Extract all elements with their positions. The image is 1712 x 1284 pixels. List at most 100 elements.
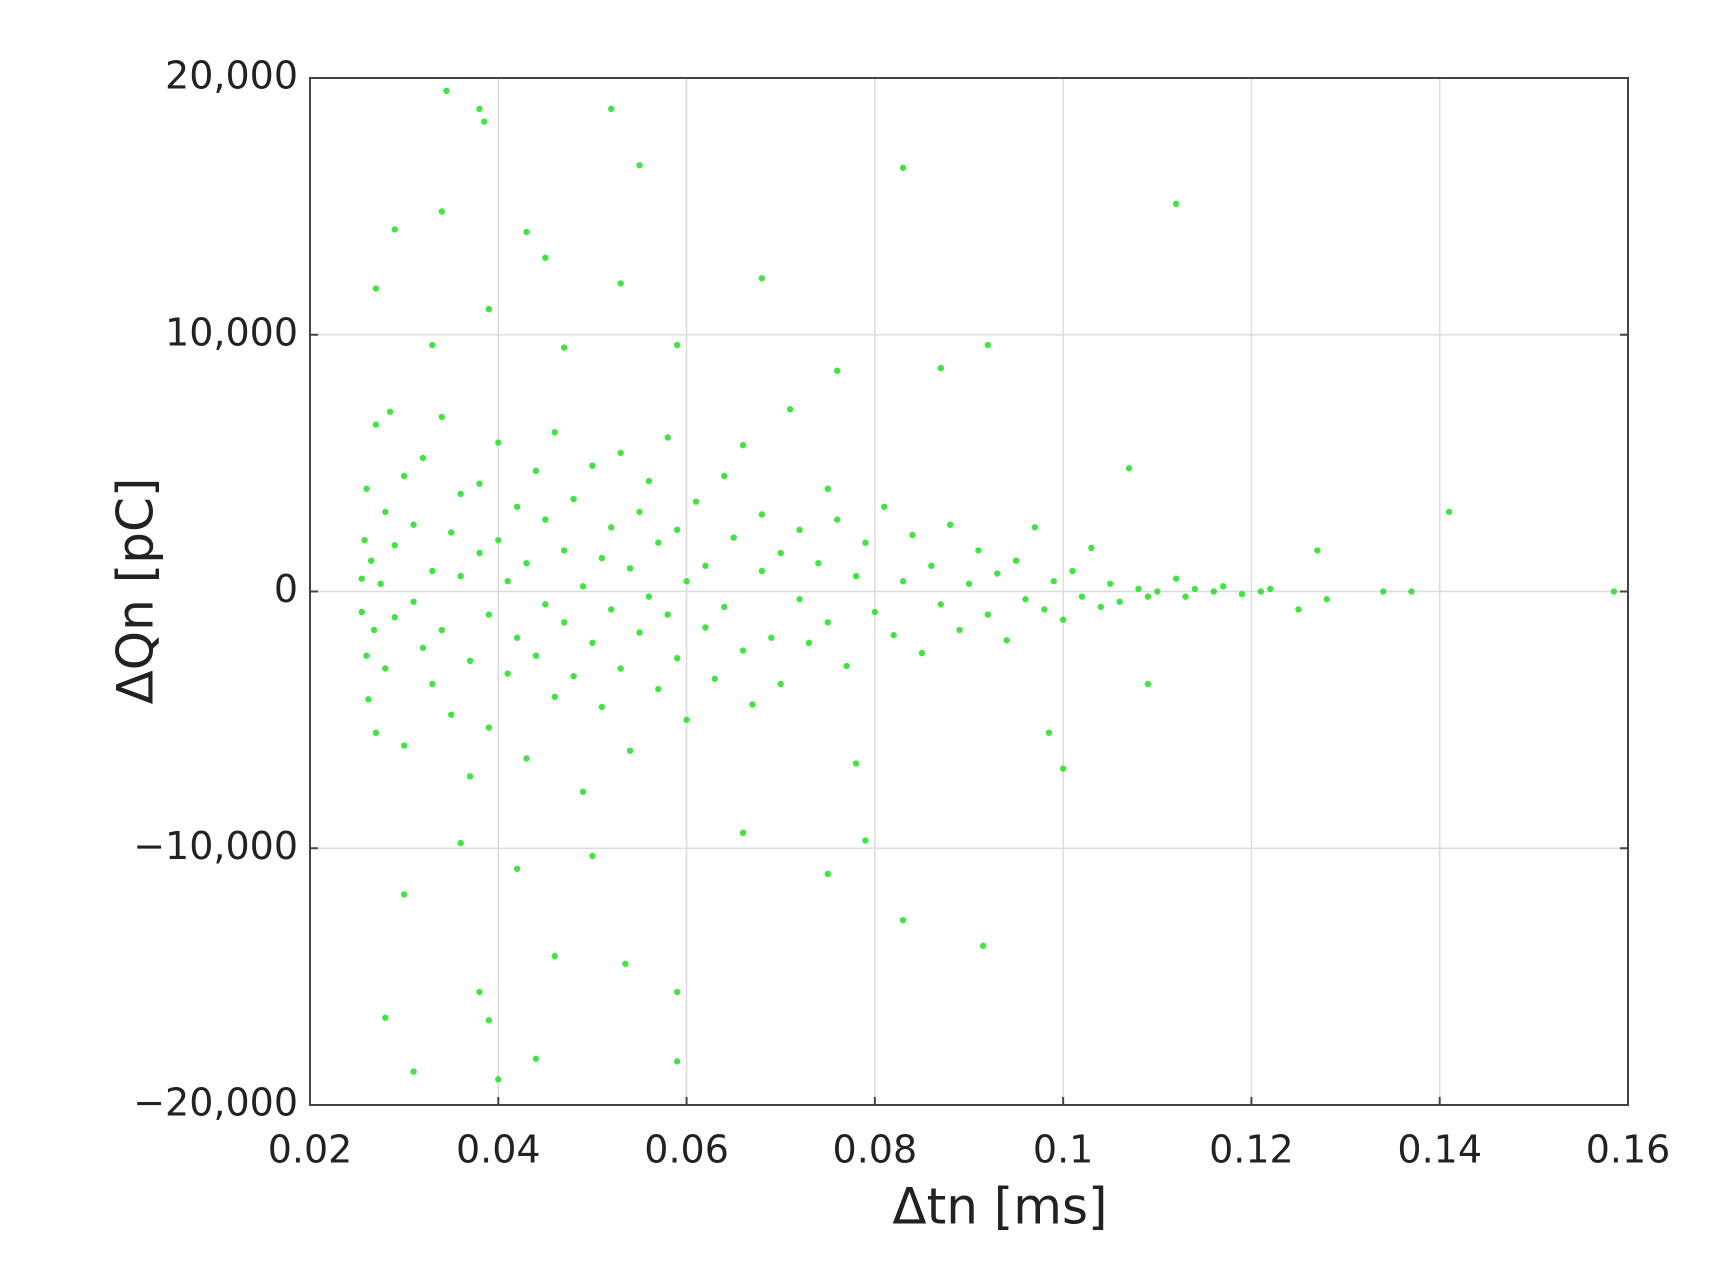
point	[457, 572, 464, 580]
point	[899, 916, 907, 924]
point	[358, 608, 365, 616]
point	[655, 685, 662, 693]
point	[513, 503, 521, 510]
point	[476, 549, 483, 557]
x-axis-title: Δtn [ms]	[892, 1178, 1107, 1236]
point	[702, 624, 709, 631]
point	[598, 703, 606, 711]
point	[852, 572, 860, 580]
point	[1144, 593, 1152, 600]
point	[1031, 524, 1039, 531]
point	[495, 439, 502, 446]
point	[946, 521, 954, 528]
point	[1380, 588, 1387, 595]
point	[391, 226, 398, 233]
point	[673, 655, 681, 662]
point	[626, 565, 634, 572]
point	[372, 285, 380, 292]
ticks: 0.02 0.04 0.06 0.08 0.1 0.12 0.14 0.16 −20,000 −1…	[133, 54, 1670, 1172]
point	[796, 526, 803, 534]
point	[1135, 585, 1142, 593]
point	[1097, 603, 1105, 611]
point	[673, 988, 681, 996]
point	[1610, 588, 1618, 595]
point	[1116, 598, 1123, 605]
point	[372, 729, 380, 736]
point	[429, 567, 436, 575]
point	[730, 534, 737, 541]
point	[824, 619, 831, 626]
point	[608, 524, 615, 531]
point	[645, 593, 653, 600]
point	[485, 724, 493, 731]
point	[1059, 765, 1067, 772]
point	[1210, 588, 1217, 595]
point	[1078, 593, 1086, 600]
point	[777, 549, 784, 557]
point	[1050, 578, 1057, 585]
x-tick-label: 0.06	[644, 1128, 729, 1172]
point	[692, 498, 700, 505]
y-tick-label: −10,000	[133, 824, 298, 868]
point	[1314, 547, 1321, 554]
point	[485, 1017, 493, 1024]
x-tick-label: 0.16	[1586, 1128, 1671, 1172]
point	[852, 760, 860, 767]
point	[890, 631, 897, 639]
point	[909, 531, 916, 539]
point	[523, 228, 530, 236]
point	[1088, 544, 1095, 552]
point	[965, 580, 973, 587]
point	[1172, 200, 1180, 208]
point	[834, 516, 841, 523]
point	[956, 626, 963, 634]
point	[1003, 637, 1010, 644]
point	[1445, 508, 1453, 516]
y-tick-label: 20,000	[165, 54, 298, 98]
x-tick-label: 0.02	[268, 1128, 353, 1172]
point	[749, 701, 756, 708]
point	[523, 560, 530, 567]
point	[1257, 588, 1265, 595]
point	[523, 755, 530, 762]
point	[881, 503, 888, 510]
point	[476, 105, 483, 113]
point	[1069, 567, 1076, 575]
point	[899, 578, 907, 585]
point	[410, 521, 417, 528]
point	[636, 162, 643, 169]
point	[608, 105, 615, 113]
x-tick-label: 0.04	[456, 1128, 541, 1172]
point	[617, 665, 624, 672]
point	[664, 434, 671, 441]
point	[655, 539, 662, 546]
point	[683, 716, 690, 724]
point	[1144, 680, 1152, 688]
point	[721, 472, 728, 480]
point	[504, 578, 511, 585]
point	[673, 1058, 681, 1065]
points	[358, 87, 1618, 1083]
point	[429, 341, 436, 349]
point	[1045, 729, 1053, 736]
point	[513, 634, 521, 641]
point	[377, 580, 384, 587]
point	[683, 578, 690, 585]
x-tick-label: 0.1	[1033, 1128, 1093, 1172]
point	[937, 601, 944, 608]
point	[984, 611, 992, 618]
point	[466, 657, 474, 665]
point	[1191, 585, 1199, 593]
y-tick-label: −20,000	[133, 1081, 298, 1125]
point	[824, 485, 831, 492]
y-tick-label: 10,000	[165, 310, 298, 354]
point	[1182, 593, 1189, 600]
point	[363, 652, 370, 659]
point	[400, 891, 408, 898]
point	[1125, 465, 1133, 472]
point	[768, 634, 775, 641]
point	[608, 606, 615, 613]
grid	[309, 77, 1629, 1106]
point	[367, 557, 375, 564]
